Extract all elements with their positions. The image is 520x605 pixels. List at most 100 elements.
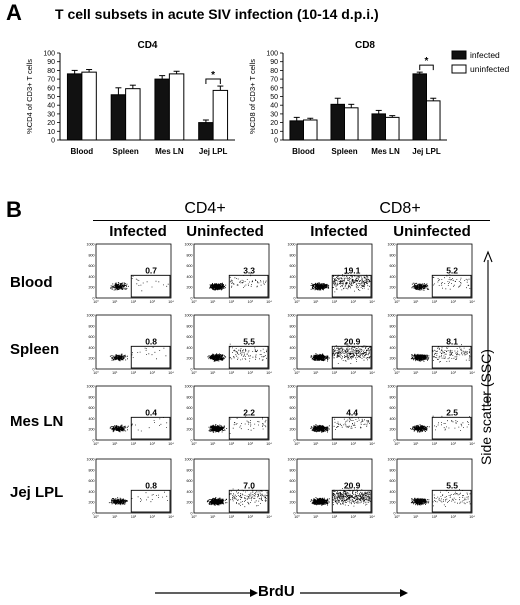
flow-y-tick-label: 0 — [394, 297, 396, 301]
flow-x-tick-label: 10⁴ — [266, 442, 272, 446]
flow-x-tick-label: 10² — [229, 371, 235, 375]
category-label-cd8: Spleen — [331, 147, 357, 156]
flow-y-tick-label: 600 — [187, 406, 193, 410]
gate-percentage: 4.4 — [346, 407, 358, 417]
category-label-cd8: Mes LN — [371, 147, 400, 156]
y-tick-label-cd8: 10 — [270, 129, 278, 136]
brdu-arrowhead-left — [250, 589, 258, 597]
flow-y-tick-label: 200 — [390, 501, 396, 505]
flow-y-tick-label: 1000 — [288, 458, 296, 462]
flow-gate — [228, 274, 269, 298]
y-tick-label-cd4: 40 — [47, 103, 55, 110]
flow-events — [410, 343, 471, 363]
flow-plot-frame — [193, 314, 270, 370]
flow-plot-frame — [193, 385, 270, 441]
y-tick-label-cd8: 0 — [274, 138, 278, 145]
flow-x-tick-label: 10³ — [150, 515, 156, 519]
flow-x-tick-label: 10¹ — [210, 515, 216, 519]
flow-x-tick-label: 10² — [229, 515, 235, 519]
flow-y-tick-label: 0 — [294, 297, 296, 301]
flow-events — [109, 346, 167, 362]
row-label-blood: Blood — [10, 274, 53, 291]
col-label-cd8-infected: Infected — [310, 223, 368, 240]
row-label-spleen: Spleen — [10, 341, 60, 358]
significance-bracket-cd8 — [419, 64, 434, 71]
flow-y-tick-label: 400 — [89, 417, 95, 421]
flow-x-tick-label: 10⁰ — [394, 371, 400, 375]
flow-plot-frame — [396, 314, 473, 370]
flow-y-tick-label: 600 — [290, 264, 296, 268]
flow-x-tick-label: 10⁰ — [93, 515, 99, 519]
side-scatter-label: Side scatter (SSC) — [478, 349, 494, 465]
significance-star-cd8: * — [425, 56, 429, 67]
gate-percentage: 20.9 — [344, 480, 361, 490]
group-line-cd8 — [290, 220, 490, 221]
flow-x-tick-label: 10³ — [351, 515, 357, 519]
flow-x-tick-label: 10² — [332, 442, 338, 446]
chart-title-cd8: CD8 — [355, 40, 375, 51]
flow-y-tick-label: 800 — [290, 324, 296, 328]
flow-y-tick-label: 0 — [93, 512, 95, 516]
row-label-jej-lpl: Jej LPL — [10, 484, 64, 501]
flow-y-tick-label: 1000 — [388, 458, 396, 462]
y-tick-label-cd4: 100 — [43, 51, 55, 58]
flow-x-tick-label: 10² — [131, 371, 137, 375]
flow-gate — [130, 274, 171, 298]
flow-x-tick-label: 10⁰ — [191, 515, 197, 519]
category-label-cd4: Spleen — [113, 147, 139, 156]
flow-x-tick-label: 10² — [229, 300, 235, 304]
flow-y-tick-label: 1000 — [87, 243, 95, 247]
flow-y-tick-label: 400 — [290, 417, 296, 421]
flow-y-tick-label: 400 — [290, 346, 296, 350]
flow-x-tick-label: 10⁰ — [191, 442, 197, 446]
flow-x-tick-label: 10² — [432, 442, 438, 446]
gate-percentage: 8.1 — [446, 336, 458, 346]
flow-y-tick-label: 800 — [89, 324, 95, 328]
flow-x-tick-label: 10⁴ — [266, 371, 272, 375]
flow-x-tick-label: 10⁰ — [93, 371, 99, 375]
significance-bracket-cd4 — [205, 78, 221, 85]
flow-y-tick-label: 200 — [187, 357, 193, 361]
flow-y-tick-label: 200 — [290, 286, 296, 290]
gate-percentage: 2.5 — [446, 407, 458, 417]
flow-x-tick-label: 10² — [332, 371, 338, 375]
col-label-cd8-uninfected: Uninfected — [393, 223, 471, 240]
flow-x-tick-label: 10⁰ — [294, 515, 300, 519]
flow-x-tick-label: 10⁴ — [266, 300, 272, 304]
flow-y-tick-label: 800 — [290, 395, 296, 399]
flow-gate — [331, 489, 372, 513]
flow-y-tick-label: 400 — [89, 346, 95, 350]
flow-gate — [130, 345, 171, 369]
col-label-cd4-uninfected: Uninfected — [186, 223, 264, 240]
flow-y-tick-label: 1000 — [388, 385, 396, 389]
flow-y-tick-label: 600 — [187, 335, 193, 339]
flow-y-tick-label: 600 — [89, 264, 95, 268]
flow-events — [108, 491, 168, 506]
flow-x-tick-label: 10¹ — [413, 300, 419, 304]
legend-swatch-uninfected — [451, 64, 467, 74]
flow-events — [410, 489, 471, 507]
flow-events — [411, 274, 471, 291]
flow-gate — [331, 345, 372, 369]
flow-x-tick-label: 10² — [131, 442, 137, 446]
flow-y-tick-label: 1000 — [288, 314, 296, 318]
flow-plot-frame — [95, 243, 172, 299]
flow-y-tick-label: 0 — [191, 297, 193, 301]
flow-y-tick-label: 0 — [93, 439, 95, 443]
flow-y-tick-label: 0 — [394, 512, 396, 516]
flow-gate — [331, 416, 372, 440]
flow-y-tick-label: 200 — [89, 357, 95, 361]
flow-x-tick-label: 10⁴ — [469, 371, 475, 375]
flow-y-tick-label: 400 — [187, 275, 193, 279]
flow-y-tick-label: 200 — [187, 428, 193, 432]
y-tick-label-cd8: 30 — [270, 111, 278, 118]
